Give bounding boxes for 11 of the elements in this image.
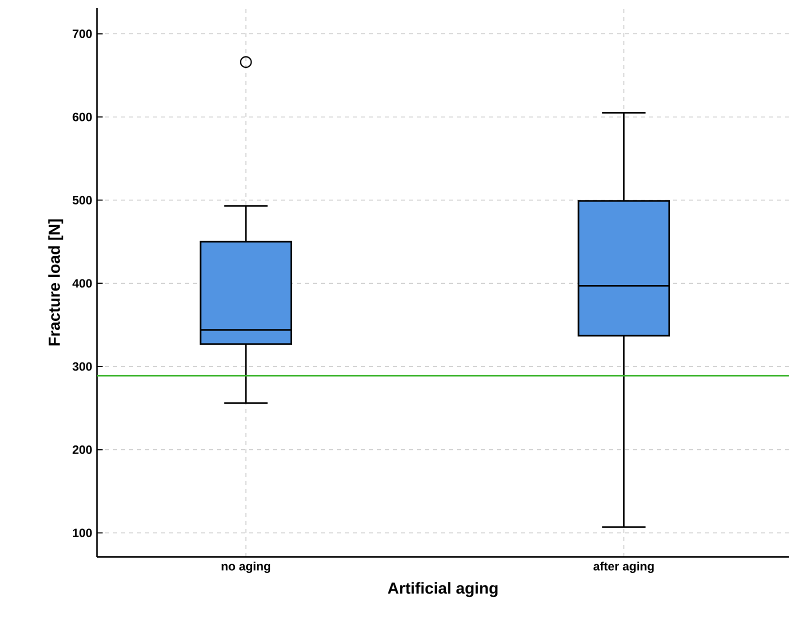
- y-tick-label: 700: [72, 30, 92, 38]
- x-tick-label: no aging: [222, 562, 270, 573]
- y-tick-label: 600: [72, 112, 92, 122]
- y-tick-label: 100: [73, 528, 92, 538]
- y-axis-title: Fracture load [N]: [48, 219, 64, 346]
- y-tick-label: 300: [72, 362, 92, 371]
- x-tick-label: after aging: [594, 562, 654, 573]
- y-tick-label: 500: [72, 196, 92, 204]
- y-tick-label: 200: [72, 445, 92, 454]
- x-axis-title: Artificial aging: [388, 582, 498, 598]
- y-tick-label: 400: [72, 279, 92, 288]
